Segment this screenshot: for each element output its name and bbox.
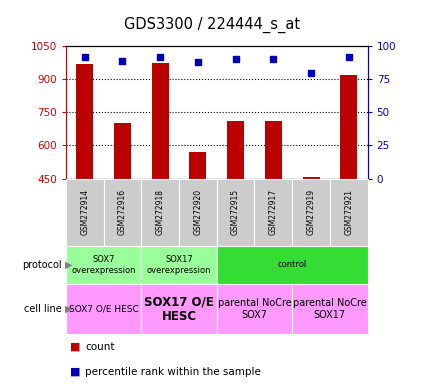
Text: GSM272919: GSM272919	[306, 189, 315, 235]
Text: ■: ■	[70, 341, 81, 352]
Bar	[217, 284, 292, 334]
Bar	[76, 64, 93, 179]
Text: count: count	[85, 341, 114, 352]
Bar	[141, 179, 179, 246]
Bar	[265, 121, 282, 179]
Text: SOX7 O/E HESC: SOX7 O/E HESC	[69, 305, 139, 314]
Bar	[66, 246, 141, 284]
Point	[308, 70, 314, 76]
Text: SOX17 O/E
HESC: SOX17 O/E HESC	[144, 295, 214, 323]
Text: GSM272916: GSM272916	[118, 189, 127, 235]
Point	[232, 56, 239, 63]
Bar	[66, 284, 141, 334]
Bar	[255, 179, 292, 246]
Point	[81, 54, 88, 60]
Bar	[190, 152, 207, 179]
Text: GDS3300 / 224444_s_at: GDS3300 / 224444_s_at	[125, 17, 300, 33]
Bar	[66, 179, 104, 246]
Text: ▶: ▶	[65, 260, 72, 270]
Bar	[292, 284, 368, 334]
Bar	[217, 179, 255, 246]
Text: GSM272920: GSM272920	[193, 189, 202, 235]
Text: GSM272918: GSM272918	[156, 189, 164, 235]
Text: GSM272914: GSM272914	[80, 189, 89, 235]
Bar	[330, 179, 368, 246]
Text: ■: ■	[70, 366, 81, 377]
Text: percentile rank within the sample: percentile rank within the sample	[85, 366, 261, 377]
Bar	[114, 123, 131, 179]
Text: parental NoCre
SOX7: parental NoCre SOX7	[218, 298, 292, 320]
Text: GSM272915: GSM272915	[231, 189, 240, 235]
Point	[195, 59, 201, 65]
Bar	[340, 75, 357, 179]
Bar	[292, 179, 330, 246]
Text: parental NoCre
SOX17: parental NoCre SOX17	[293, 298, 367, 320]
Bar	[141, 284, 217, 334]
Point	[270, 56, 277, 63]
Bar	[141, 246, 217, 284]
Point	[157, 54, 164, 60]
Text: SOX7
overexpression: SOX7 overexpression	[71, 255, 136, 275]
Text: cell line: cell line	[24, 304, 62, 314]
Bar	[104, 179, 141, 246]
Text: SOX17
overexpression: SOX17 overexpression	[147, 255, 211, 275]
Bar	[303, 177, 320, 179]
Point	[346, 54, 352, 60]
Bar	[227, 121, 244, 179]
Bar	[217, 246, 368, 284]
Text: GSM272917: GSM272917	[269, 189, 278, 235]
Bar	[152, 63, 169, 179]
Bar	[179, 179, 217, 246]
Text: ▶: ▶	[65, 304, 72, 314]
Text: GSM272921: GSM272921	[344, 189, 353, 235]
Point	[119, 58, 126, 64]
Text: control: control	[278, 260, 307, 270]
Text: protocol: protocol	[22, 260, 62, 270]
